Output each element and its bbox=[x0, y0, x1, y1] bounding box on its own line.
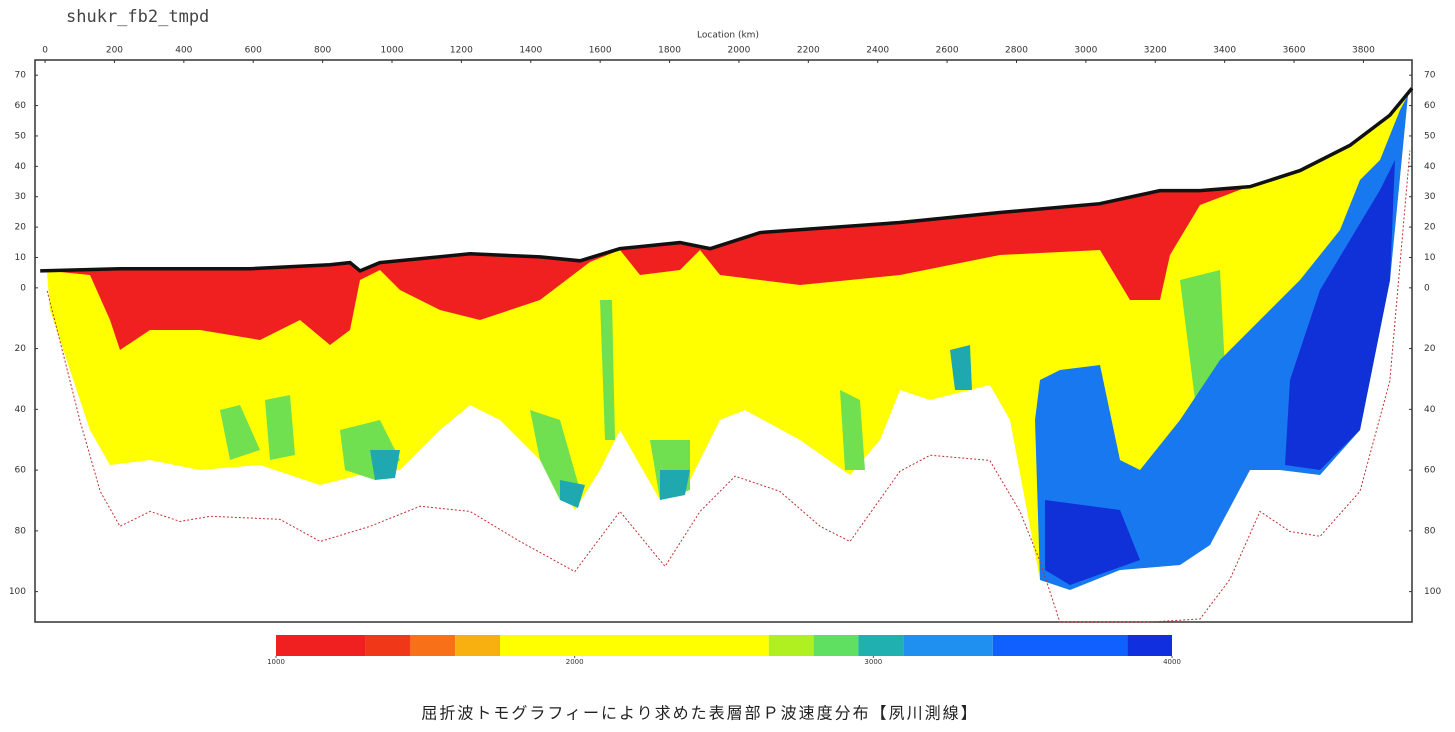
y-tick-label: 80 bbox=[15, 526, 27, 536]
y-tick-label: 40 bbox=[15, 162, 27, 172]
colorbar-bin bbox=[500, 635, 769, 656]
colorbar-bin bbox=[858, 635, 904, 656]
velocity-field bbox=[40, 95, 1408, 590]
teal-patch bbox=[560, 480, 585, 508]
colorbar-bin bbox=[455, 635, 500, 656]
colorbar-bin bbox=[813, 635, 859, 656]
x-tick-label: 800 bbox=[314, 46, 331, 56]
y-tick-label: 100 bbox=[9, 587, 26, 597]
y2-tick-label: 0 bbox=[1424, 283, 1430, 293]
colorbar-tick-label: 3000 bbox=[864, 658, 882, 666]
y-tick-label: 40 bbox=[15, 405, 27, 415]
y2-tick-label: 20 bbox=[1424, 344, 1436, 354]
y-tick-label: 50 bbox=[15, 131, 27, 141]
green-patch bbox=[220, 405, 260, 460]
y-tick-label: 20 bbox=[15, 344, 27, 354]
teal-patch bbox=[370, 450, 400, 480]
green-patch bbox=[265, 395, 295, 460]
green-patch bbox=[840, 390, 865, 470]
x-tick-label: 0 bbox=[42, 46, 48, 56]
caption: 屈折波トモグラフィーにより求めた表層部Ｐ波速度分布【夙川測線】 bbox=[421, 704, 978, 723]
y2-tick-label: 30 bbox=[1424, 192, 1436, 202]
colorbar-tick-label: 1000 bbox=[267, 658, 285, 666]
colorbar-bin bbox=[768, 635, 814, 656]
green-patch bbox=[600, 300, 615, 440]
x-tick-label: 1000 bbox=[381, 46, 404, 56]
colorbar-bin bbox=[1127, 635, 1172, 656]
colorbar-bin bbox=[276, 635, 366, 656]
y-tick-label: 0 bbox=[20, 283, 26, 293]
y-tick-label: 10 bbox=[15, 253, 27, 263]
colorbar-bin bbox=[365, 635, 411, 656]
green-patch bbox=[1180, 270, 1225, 400]
x-axis-label: Location (km) bbox=[697, 31, 759, 41]
x-tick-label: 2600 bbox=[936, 46, 959, 56]
x-tick-label: 2000 bbox=[727, 46, 750, 56]
y-tick-label: 20 bbox=[15, 223, 27, 233]
colorbar-bin bbox=[903, 635, 993, 656]
y-tick-label: 30 bbox=[15, 192, 27, 202]
coverage-line bbox=[46, 150, 1411, 623]
x-tick-label: 2800 bbox=[1005, 46, 1028, 56]
teal-patch bbox=[950, 345, 972, 390]
x-tick-label: 3400 bbox=[1213, 46, 1236, 56]
red-zone bbox=[40, 186, 1250, 350]
x-tick-label: 1600 bbox=[589, 46, 612, 56]
y2-tick-label: 80 bbox=[1424, 526, 1436, 536]
x-tick-label: 400 bbox=[175, 46, 192, 56]
y2-tick-label: 70 bbox=[1424, 71, 1436, 81]
y2-tick-label: 40 bbox=[1424, 405, 1436, 415]
dark-blue-zone bbox=[1285, 160, 1395, 470]
plot-frame bbox=[34, 59, 1413, 623]
x-tick-label: 2400 bbox=[866, 46, 889, 56]
colorbar-tick-label: 4000 bbox=[1163, 658, 1181, 666]
x-tick-label: 1200 bbox=[450, 46, 473, 56]
colorbar-bin bbox=[992, 635, 1128, 656]
colorbar-bin bbox=[410, 635, 456, 656]
surface-line bbox=[40, 87, 1414, 273]
y2-tick-label: 10 bbox=[1424, 253, 1436, 263]
x-tick-label: 2200 bbox=[797, 46, 820, 56]
x-tick-label: 600 bbox=[245, 46, 262, 56]
colorbar-tick-label: 2000 bbox=[566, 658, 584, 666]
y2-tick-label: 50 bbox=[1424, 131, 1436, 141]
y-tick-label: 70 bbox=[15, 71, 27, 81]
x-tick-label: 3800 bbox=[1352, 46, 1375, 56]
y2-tick-label: 20 bbox=[1424, 223, 1436, 233]
x-tick-label: 3200 bbox=[1144, 46, 1167, 56]
teal-patch bbox=[660, 470, 690, 500]
x-tick-label: 200 bbox=[106, 46, 123, 56]
y2-tick-label: 60 bbox=[1424, 466, 1436, 476]
y2-tick-label: 60 bbox=[1424, 101, 1436, 111]
x-tick-label: 3600 bbox=[1283, 46, 1306, 56]
green-patch bbox=[530, 410, 580, 500]
x-tick-label: 3000 bbox=[1074, 46, 1097, 56]
chart-title: shukr_fb2_tmpd bbox=[66, 7, 209, 27]
y2-tick-label: 40 bbox=[1424, 162, 1436, 172]
dark-blue-zone bbox=[1045, 500, 1140, 585]
y-tick-label: 60 bbox=[15, 101, 27, 111]
x-tick-label: 1800 bbox=[658, 46, 681, 56]
x-tick-label: 1400 bbox=[519, 46, 542, 56]
y-tick-label: 60 bbox=[15, 466, 27, 476]
y2-tick-label: 100 bbox=[1424, 587, 1441, 597]
